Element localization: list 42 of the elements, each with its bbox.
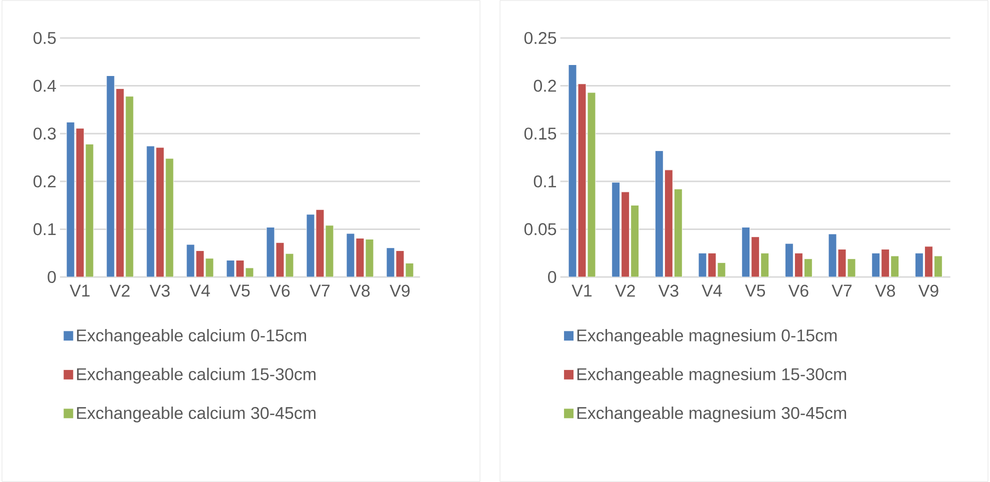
bar xyxy=(794,252,803,277)
x-tick-label: V2 xyxy=(110,284,130,297)
x-tick-label: V9 xyxy=(390,284,410,297)
y-tick-label: 0 xyxy=(548,270,556,284)
y-tick-label: 0.5 xyxy=(34,32,56,44)
x-tick-label: V8 xyxy=(350,284,370,297)
x-tick-label: V3 xyxy=(658,284,678,297)
x-tick-label: V5 xyxy=(745,284,766,297)
y-tick-label: 0.2 xyxy=(534,80,556,92)
legend-label: Exchangeable magnesium 0-15cm xyxy=(577,328,837,345)
y-tick-label: 0 xyxy=(48,270,56,284)
x-tick-label: V4 xyxy=(702,284,722,296)
x-tick-label: V5 xyxy=(230,284,250,297)
y-tick-label: 0.1 xyxy=(534,175,556,188)
y-tick-label: 0.15 xyxy=(524,128,556,140)
legend-label: Exchangeable magnesium 15-30cm xyxy=(577,368,846,384)
y-tick-label: 0.05 xyxy=(524,223,556,236)
legend-label: Exchangeable magnesium 30-45cm xyxy=(577,406,846,422)
y-tick-label: 0.25 xyxy=(524,32,556,44)
x-tick-label: V3 xyxy=(150,284,170,297)
bar xyxy=(664,170,673,277)
x-tick-label: V1 xyxy=(70,284,90,296)
x-tick-label: V1 xyxy=(572,284,592,296)
y-tick-label: 0.2 xyxy=(34,175,56,188)
bar xyxy=(751,236,760,277)
bar xyxy=(881,249,890,277)
y-tick-label: 0.3 xyxy=(34,128,56,140)
x-tick-label: V8 xyxy=(875,284,895,297)
y-tick-label: 0.4 xyxy=(34,80,56,92)
legend-label: Exchangeable calcium 30-45cm xyxy=(77,406,316,422)
x-tick-label: V7 xyxy=(832,284,852,296)
legend-label: Exchangeable calcium 0-15cm xyxy=(77,328,306,345)
x-tick-label: V7 xyxy=(310,284,330,296)
x-tick-label: V6 xyxy=(788,284,808,297)
x-tick-label: V4 xyxy=(190,284,210,296)
bar xyxy=(621,192,630,277)
bar xyxy=(924,246,933,277)
x-tick-label: V6 xyxy=(270,284,290,297)
x-tick-label: V2 xyxy=(615,284,635,297)
legend-label: Exchangeable calcium 15-30cm xyxy=(77,368,316,384)
y-tick-label: 0.1 xyxy=(34,223,56,236)
x-tick-label: V9 xyxy=(918,284,938,297)
